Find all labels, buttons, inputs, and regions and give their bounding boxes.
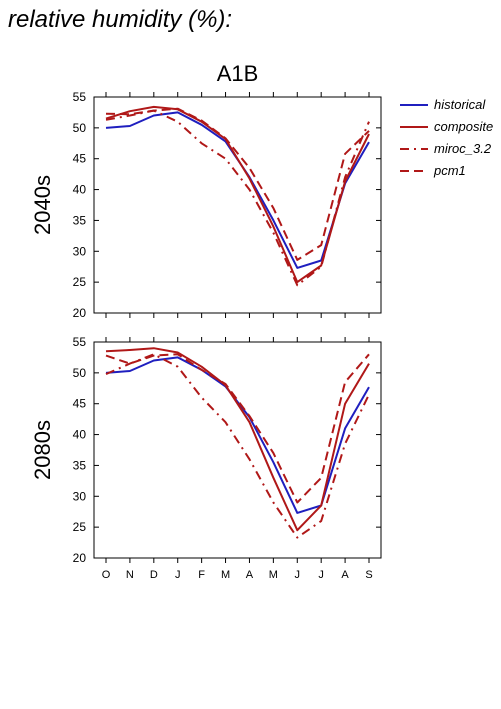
y-tick-label: 40: [73, 428, 87, 442]
legend-label: composite: [434, 119, 493, 134]
y-tick-label: 50: [73, 121, 87, 135]
x-tick-label: A: [341, 569, 349, 581]
legend-label: miroc_3.2: [434, 141, 492, 156]
y-tick-label: 20: [73, 551, 87, 565]
y-tick-label: 35: [73, 213, 87, 227]
x-tick-label: D: [150, 569, 158, 581]
y-tick-label: 40: [73, 183, 87, 197]
plot-frame: [93, 96, 382, 314]
series-line-historical: [105, 356, 370, 514]
x-tick-label: F: [198, 569, 205, 581]
y-tick-label: 30: [73, 489, 87, 503]
y-tick-label: 25: [73, 520, 87, 534]
x-tick-label: N: [126, 569, 134, 581]
panel-2080s: 20 25 30 35 40 45 50 55 O N D J F M A M J J A S 2080s: [30, 335, 382, 581]
y-tick-label: 30: [73, 244, 87, 258]
legend-label: historical: [434, 97, 486, 112]
x-tick-label: O: [102, 569, 111, 581]
y-tick-label: 55: [73, 335, 87, 349]
series-line-pcm1: [105, 353, 370, 504]
y-tick-label: 45: [73, 397, 87, 411]
series-line-pcm1: [105, 107, 370, 261]
chart-title: A1B: [217, 61, 259, 86]
y-tick-label: 55: [73, 90, 87, 104]
y-tick-label: 45: [73, 152, 87, 166]
figure-heading: relative humidity (%):: [8, 6, 233, 33]
y-tick-label: 25: [73, 275, 87, 289]
legend-label: pcm1: [433, 163, 466, 178]
x-tick-label: J: [175, 569, 181, 581]
y-tick-label: 50: [73, 366, 87, 380]
legend: historical composite miroc_3.2 pcm1: [400, 97, 493, 178]
series-line-historical: [105, 111, 370, 269]
y-tick-label: 20: [73, 306, 87, 320]
series-line-composite: [105, 105, 370, 284]
x-tick-label: S: [365, 569, 372, 581]
plot-frame: [93, 341, 382, 559]
panel-2040s: 20 25 30 35 40 45 50 55 2040s: [30, 90, 382, 320]
x-tick-label: J: [295, 569, 301, 581]
series-line-miroc-3-2: [105, 109, 370, 287]
series-line-composite: [105, 347, 370, 532]
x-tick-label: M: [269, 569, 278, 581]
x-tick-label: J: [318, 569, 324, 581]
series-line-miroc-3-2: [105, 353, 370, 539]
panel-label: 2080s: [30, 420, 55, 480]
y-tick-label: 35: [73, 458, 87, 472]
panel-label: 2040s: [30, 175, 55, 235]
x-tick-label: A: [246, 569, 254, 581]
x-tick-label: M: [221, 569, 230, 581]
